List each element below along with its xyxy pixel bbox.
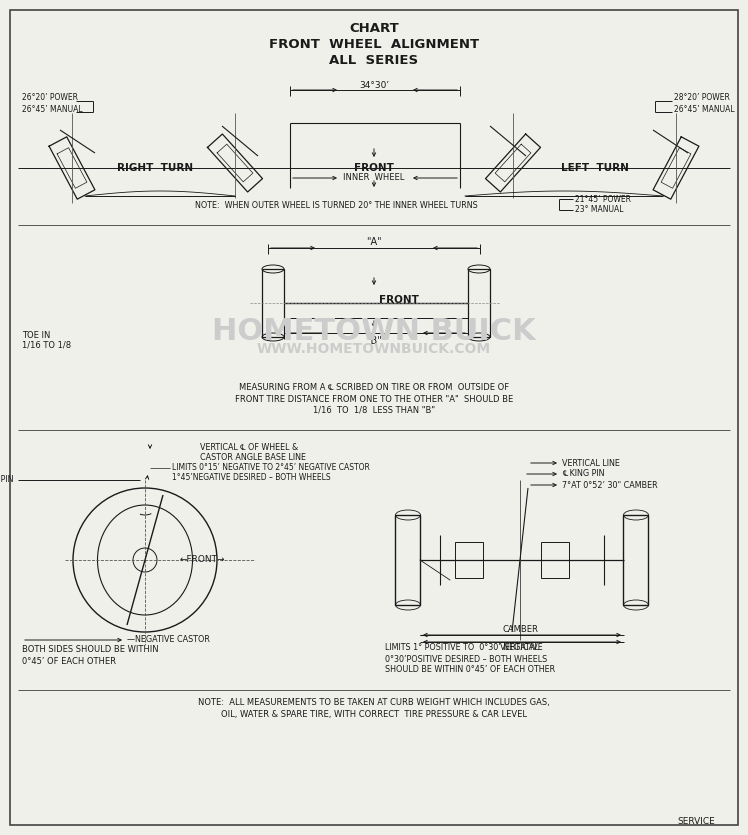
- Text: OIL, WATER & SPARE TIRE, WITH CORRECT  TIRE PRESSURE & CAR LEVEL: OIL, WATER & SPARE TIRE, WITH CORRECT TI…: [221, 710, 527, 718]
- Text: 1/16 TO 1/8: 1/16 TO 1/8: [22, 341, 71, 350]
- Text: 7°AT 0°52’ 30" CAMBER: 7°AT 0°52’ 30" CAMBER: [562, 480, 657, 489]
- Text: INNER  WHEEL: INNER WHEEL: [343, 174, 405, 183]
- Text: ℄ KING PIN: ℄ KING PIN: [0, 475, 14, 484]
- Text: 34°30’: 34°30’: [359, 80, 389, 89]
- Bar: [541, 542, 569, 578]
- Text: VERTICAL LINE: VERTICAL LINE: [562, 458, 620, 468]
- Bar: [455, 542, 483, 578]
- Bar: [468, 269, 490, 337]
- Text: BOTH SIDES SHOULD BE WITHIN: BOTH SIDES SHOULD BE WITHIN: [22, 645, 159, 655]
- Text: SERVICE: SERVICE: [677, 817, 715, 827]
- Text: 26°45’ MANUAL: 26°45’ MANUAL: [674, 104, 735, 114]
- Text: 1°45’NEGATIVE DESIRED – BOTH WHEELS: 1°45’NEGATIVE DESIRED – BOTH WHEELS: [172, 473, 331, 483]
- Text: VERTICAL ℄ OF WHEEL &: VERTICAL ℄ OF WHEEL &: [200, 443, 298, 453]
- Text: NOTE:  WHEN OUTER WHEEL IS TURNED 20° THE INNER WHEEL TURNS: NOTE: WHEN OUTER WHEEL IS TURNED 20° THE…: [195, 200, 478, 210]
- Text: CHART: CHART: [349, 22, 399, 34]
- Text: ←FRONT→: ←FRONT→: [180, 555, 225, 564]
- Text: 0°45’ OF EACH OTHER: 0°45’ OF EACH OTHER: [22, 656, 116, 665]
- Text: —NEGATIVE CASTOR: —NEGATIVE CASTOR: [127, 635, 210, 645]
- Text: ℄ KING PIN: ℄ KING PIN: [562, 469, 604, 478]
- Text: FRONT: FRONT: [354, 163, 394, 173]
- Text: 26°45’ MANUAL: 26°45’ MANUAL: [22, 104, 82, 114]
- Text: CASTOR ANGLE BASE LINE: CASTOR ANGLE BASE LINE: [200, 453, 306, 463]
- Text: SHOULD BE WITHIN 0°45’ OF EACH OTHER: SHOULD BE WITHIN 0°45’ OF EACH OTHER: [385, 665, 555, 675]
- Text: 1/16  TO  1/8  LESS THAN "B": 1/16 TO 1/8 LESS THAN "B": [313, 406, 435, 414]
- Bar: [624, 515, 649, 605]
- Text: LIMITS 1° POSITIVE TO  0°30’ NEGATIVE: LIMITS 1° POSITIVE TO 0°30’ NEGATIVE: [385, 644, 543, 652]
- Text: 26°20’ POWER: 26°20’ POWER: [22, 94, 78, 103]
- Text: 21°45’ POWER: 21°45’ POWER: [575, 195, 631, 204]
- Text: FRONT: FRONT: [379, 295, 419, 305]
- Text: 23° MANUAL: 23° MANUAL: [575, 205, 624, 214]
- Text: FRONT  WHEEL  ALIGNMENT: FRONT WHEEL ALIGNMENT: [269, 38, 479, 50]
- Text: ALL  SERIES: ALL SERIES: [329, 53, 419, 67]
- Text: TOE IN: TOE IN: [22, 331, 50, 340]
- Text: "B": "B": [366, 336, 382, 346]
- Text: HOMETOWN BUICK: HOMETOWN BUICK: [212, 316, 536, 346]
- Text: LIMITS 0°15’ NEGATIVE TO 2°45’ NEGATIVE CASTOR: LIMITS 0°15’ NEGATIVE TO 2°45’ NEGATIVE …: [172, 463, 370, 473]
- Text: RIGHT  TURN: RIGHT TURN: [117, 163, 193, 173]
- Bar: [262, 269, 284, 337]
- Text: 0°30’POSITIVE DESIRED – BOTH WHEELS: 0°30’POSITIVE DESIRED – BOTH WHEELS: [385, 655, 548, 664]
- Text: MEASURING FROM A ℄ SCRIBED ON TIRE OR FROM  OUTSIDE OF: MEASURING FROM A ℄ SCRIBED ON TIRE OR FR…: [239, 383, 509, 392]
- Text: LEFT  TURN: LEFT TURN: [561, 163, 629, 173]
- Bar: [396, 515, 420, 605]
- Text: FRONT TIRE DISTANCE FROM ONE TO THE OTHER "A"  SHOULD BE: FRONT TIRE DISTANCE FROM ONE TO THE OTHE…: [235, 394, 513, 403]
- Text: WWW.HOMETOWNBUICK.COM: WWW.HOMETOWNBUICK.COM: [257, 342, 491, 356]
- Text: "A": "A": [367, 237, 381, 247]
- Text: 28°20’ POWER: 28°20’ POWER: [674, 94, 730, 103]
- Text: VERTICAL: VERTICAL: [500, 642, 540, 651]
- Text: NOTE:  ALL MEASUREMENTS TO BE TAKEN AT CURB WEIGHT WHICH INCLUDES GAS,: NOTE: ALL MEASUREMENTS TO BE TAKEN AT CU…: [198, 699, 550, 707]
- Text: CAMBER: CAMBER: [502, 625, 538, 635]
